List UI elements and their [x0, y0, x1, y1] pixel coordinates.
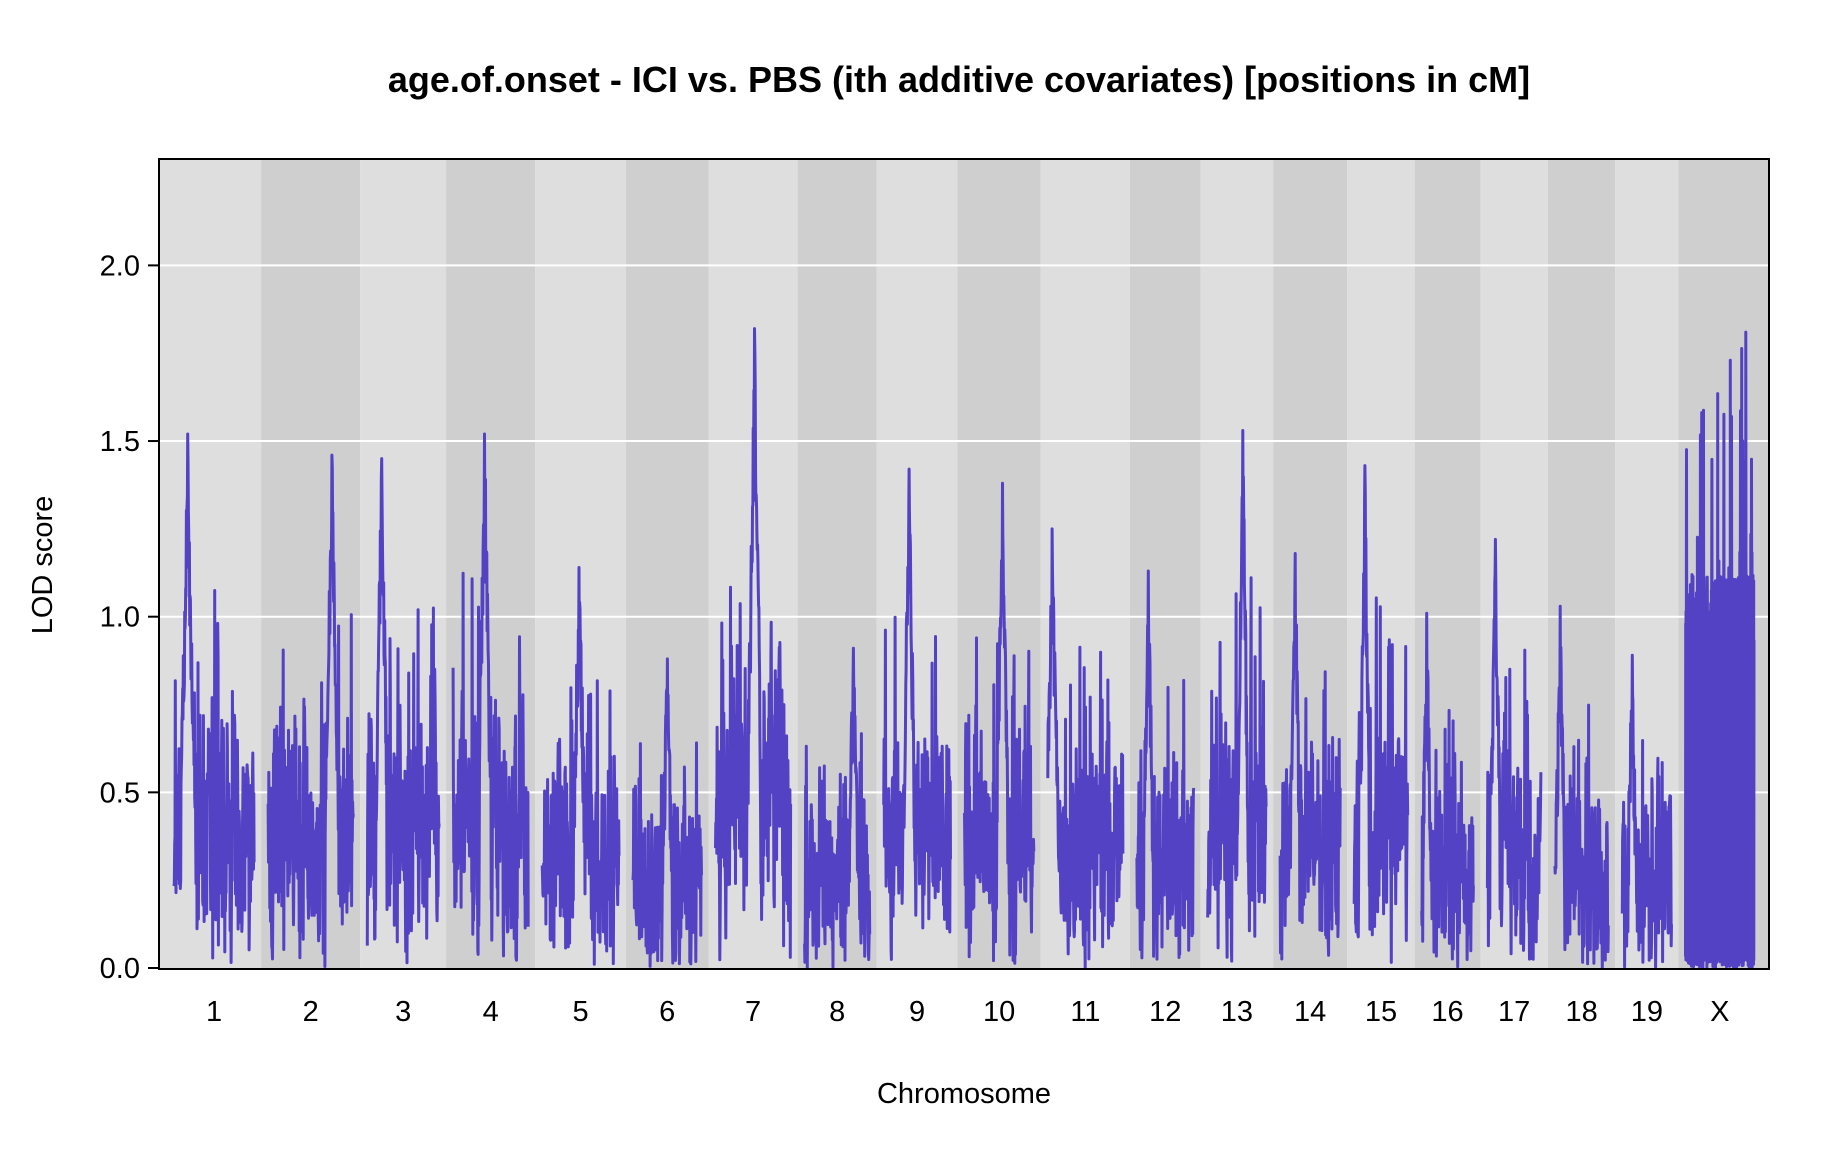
y-tick-label: 1.0: [100, 602, 140, 634]
chromosome-label-6: 6: [659, 996, 675, 1028]
lod-trace: [172, 327, 1756, 970]
lod-line-chr-5: [540, 566, 621, 966]
chromosome-label-12: 12: [1149, 996, 1181, 1028]
y-tick-label: 0.5: [100, 777, 140, 809]
chromosome-label-17: 17: [1498, 996, 1530, 1028]
chromosome-label-13: 13: [1221, 996, 1253, 1028]
lod-line-chr-2: [266, 453, 355, 968]
x-axis: 1 2 3 4 5 6 7 8 9 10 11 12 13 14 15 16 17 18 19 X: [206, 996, 1729, 1028]
lod-line-chr-X: [1684, 330, 1756, 970]
chromosome-label-11: 11: [1070, 996, 1100, 1028]
chromosome-label-2: 2: [303, 996, 319, 1028]
chromosome-label-5: 5: [573, 996, 589, 1028]
lod-line-chr-16: [1420, 611, 1475, 969]
chromosome-label-15: 15: [1365, 996, 1397, 1028]
chromosome-label-8: 8: [829, 996, 845, 1028]
chromosome-label-10: 10: [983, 996, 1015, 1028]
chromosome-label-19: 19: [1631, 996, 1663, 1028]
lod-line-chr-11: [1046, 527, 1125, 969]
lod-line-chr-1: [172, 432, 256, 964]
chromosome-label-16: 16: [1431, 996, 1463, 1028]
y-tick-label: 2.0: [100, 250, 140, 282]
chromosome-label-7: 7: [745, 996, 761, 1028]
lod-line-chr-15: [1352, 464, 1410, 964]
lod-line-chr-17: [1485, 537, 1543, 961]
lod-line-chr-18: [1553, 604, 1610, 970]
y-tick-label: 0.0: [100, 953, 140, 985]
lod-line-chr-14: [1278, 552, 1342, 961]
chromosome-label-1: 1: [206, 996, 222, 1028]
chromosome-label-14: 14: [1294, 996, 1326, 1028]
x-axis-label: Chromosome: [877, 1078, 1051, 1110]
lod-line-chr-7: [714, 327, 793, 962]
chromosome-band-18: [1547, 160, 1616, 968]
lod-line-chr-3: [365, 457, 441, 965]
y-tick-label: 1.5: [100, 426, 140, 458]
lod-line-chr-12: [1135, 569, 1196, 961]
chart-title: age.of.onset - ICI vs. PBS (ith additive…: [388, 59, 1530, 100]
lod-line-chr-6: [631, 657, 703, 968]
y-axis: 0.0 0.5 1.0 1.5 2.0: [100, 250, 159, 985]
chromosome-label-4: 4: [483, 996, 499, 1028]
lod-line-chr-8: [803, 646, 872, 970]
lod-line-chr-9: [882, 467, 952, 961]
plot-frame: [158, 158, 1770, 970]
lod-line-chr-4: [451, 432, 530, 962]
lod-line-chr-19: [1620, 653, 1673, 969]
chromosome-label-3: 3: [395, 996, 411, 1028]
chromosome-label-9: 9: [909, 996, 925, 1028]
y-axis-label: LOD score: [27, 496, 59, 635]
lod-line-chr-13: [1206, 429, 1268, 963]
chromosome-label-18: 18: [1565, 996, 1597, 1028]
lod-line-chr-10: [963, 481, 1036, 965]
chromosome-label-X: X: [1710, 996, 1729, 1028]
